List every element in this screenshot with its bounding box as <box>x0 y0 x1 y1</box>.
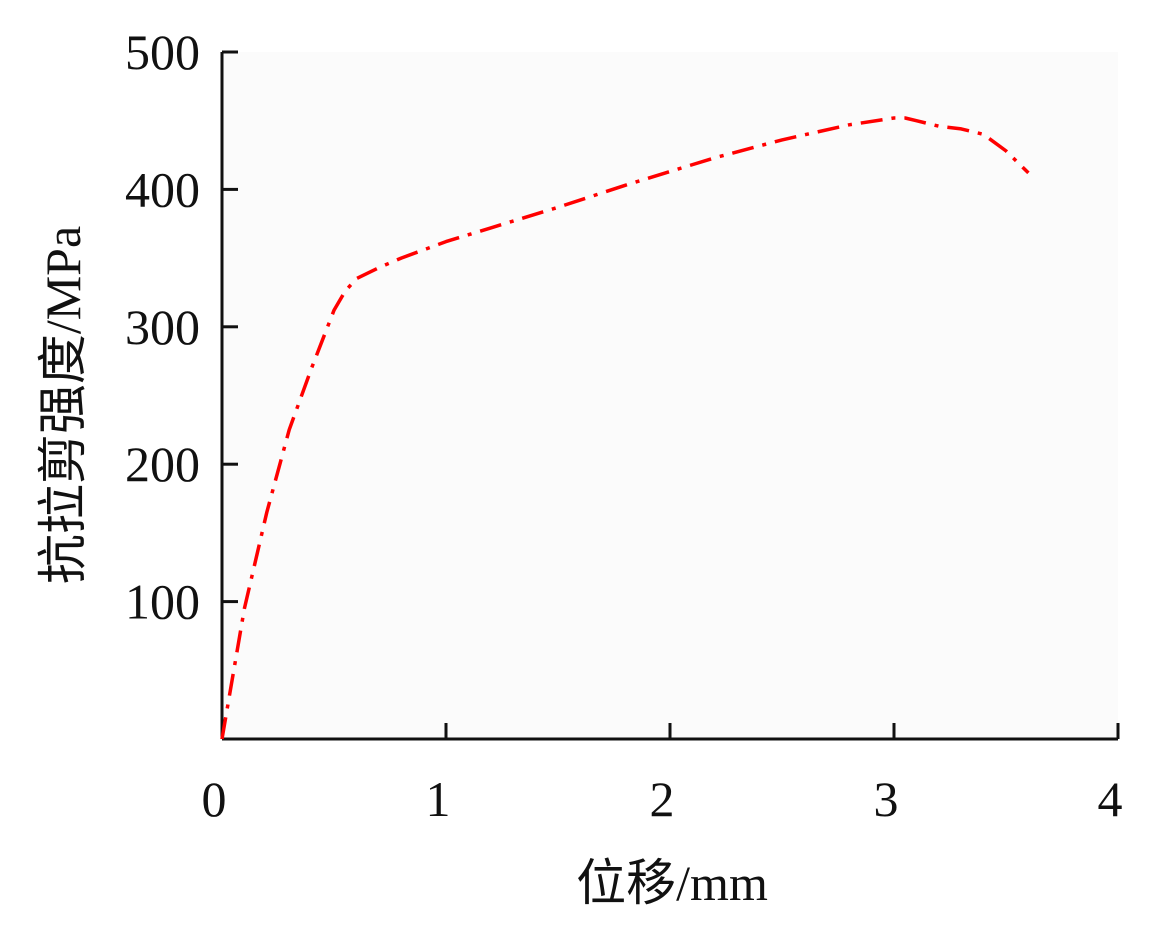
axes <box>220 50 1120 741</box>
axis-labels: 0 1 2 3 4 100 200 300 400 500 <box>125 24 1123 827</box>
y-tick-label: 300 <box>125 299 200 355</box>
x-tick-label: 3 <box>874 771 899 827</box>
x-tick-label: 1 <box>426 771 451 827</box>
y-tick-label: 400 <box>125 161 200 217</box>
y-tick-label: 200 <box>125 436 200 492</box>
series-layer <box>220 116 1030 740</box>
series-line <box>220 116 1030 740</box>
y-axis-title: 抗拉剪强度/MPa <box>35 226 91 584</box>
y-tick-label: 100 <box>125 574 200 630</box>
x-tick-label: 2 <box>650 771 675 827</box>
plot-background <box>222 52 1118 739</box>
x-tick-label: 4 <box>1098 771 1123 827</box>
y-tick-label: 500 <box>125 24 200 80</box>
x-tick-label: 0 <box>202 771 227 827</box>
x-axis-title: 位移/mm <box>576 855 768 911</box>
